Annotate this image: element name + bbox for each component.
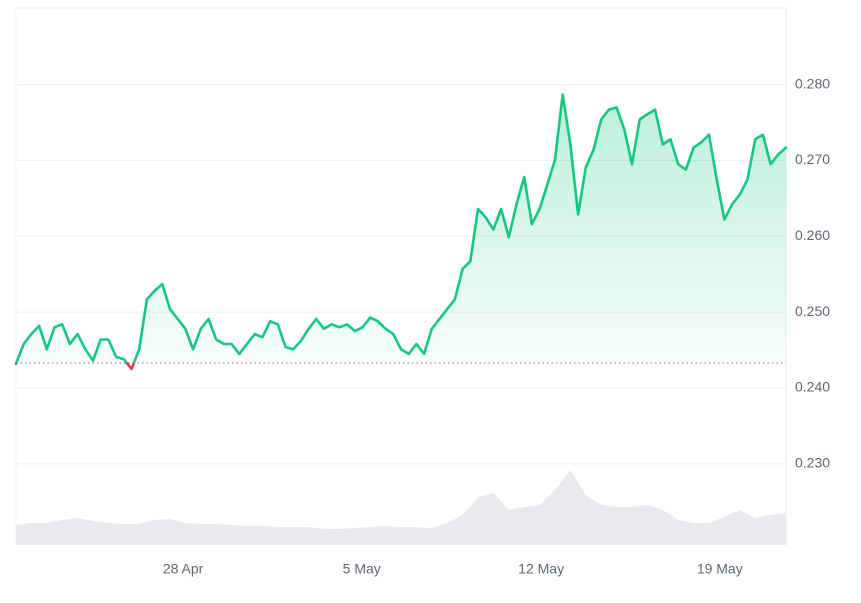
x-tick-label: 28 Apr (163, 561, 204, 577)
y-tick-label: 0.230 (795, 455, 830, 471)
price-line (14, 93, 788, 371)
y-tick-label: 0.240 (795, 379, 830, 395)
y-tick-label: 0.270 (795, 151, 830, 167)
y-tick-label: 0.260 (795, 227, 830, 243)
volume-area (16, 470, 786, 545)
y-tick-label: 0.250 (795, 303, 830, 319)
x-tick-label: 12 May (518, 561, 564, 577)
y-tick-label: 0.280 (795, 75, 830, 91)
x-tick-label: 5 May (343, 561, 381, 577)
price-area (16, 94, 786, 369)
x-tick-label: 19 May (697, 561, 743, 577)
